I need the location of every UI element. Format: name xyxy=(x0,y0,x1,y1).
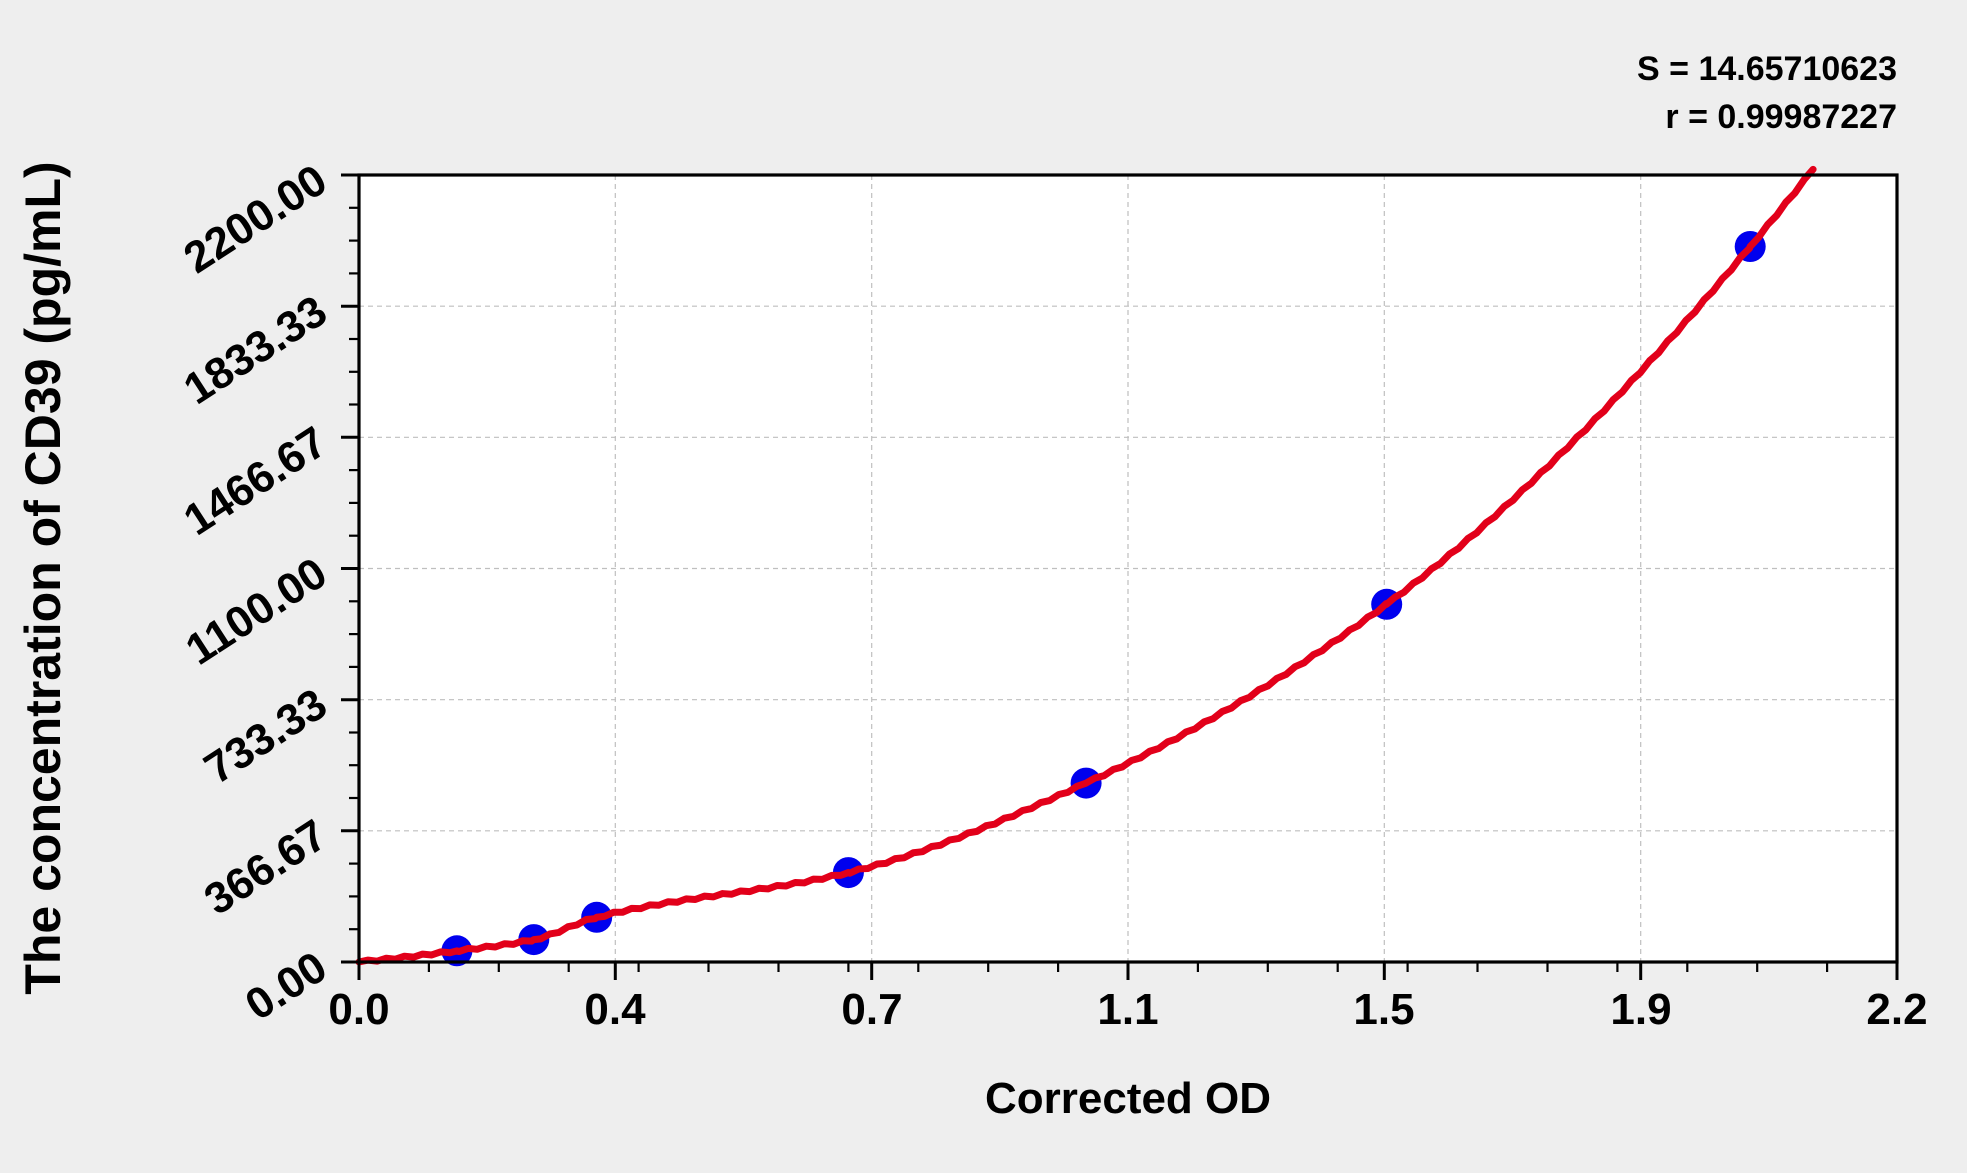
svg-text:The concentration of CD39 (pg/: The concentration of CD39 (pg/mL) xyxy=(15,161,71,994)
svg-text:2.2: 2.2 xyxy=(1866,985,1927,1034)
svg-text:0.0: 0.0 xyxy=(328,985,389,1034)
svg-text:Corrected OD: Corrected OD xyxy=(985,1074,1271,1123)
svg-text:r = 0.99987227: r = 0.99987227 xyxy=(1665,98,1897,136)
svg-text:S = 14.65710623: S = 14.65710623 xyxy=(1637,50,1897,88)
svg-text:1.9: 1.9 xyxy=(1610,985,1671,1034)
svg-text:0.7: 0.7 xyxy=(841,985,902,1034)
svg-text:1.5: 1.5 xyxy=(1353,985,1414,1034)
svg-text:1.1: 1.1 xyxy=(1097,985,1158,1034)
svg-text:0.4: 0.4 xyxy=(584,985,646,1034)
